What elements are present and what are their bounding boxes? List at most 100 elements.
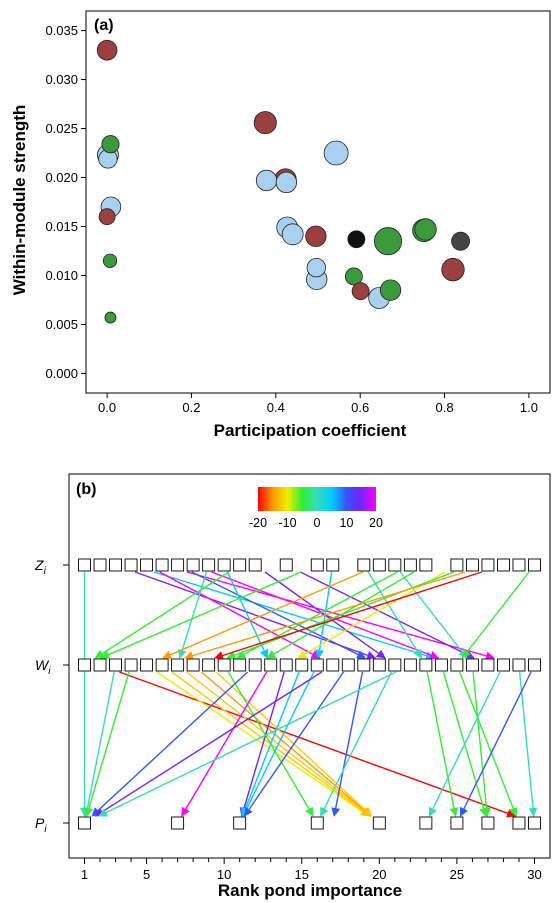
rank-square xyxy=(171,816,185,830)
rank-link xyxy=(177,571,208,659)
rank-square xyxy=(279,658,293,672)
rank-link xyxy=(184,571,466,660)
rank-square xyxy=(109,658,122,672)
x-tick-label: 0.8 xyxy=(436,400,454,415)
x-tick-label: 20 xyxy=(372,867,386,882)
data-point xyxy=(373,227,403,256)
data-point xyxy=(306,257,326,278)
y-tick-label: 0.035 xyxy=(45,23,78,38)
rank-square xyxy=(155,558,169,572)
rank-link xyxy=(472,671,491,817)
data-point xyxy=(102,253,118,268)
data-point xyxy=(441,257,465,282)
rank-squares xyxy=(78,558,541,830)
scatter-points xyxy=(96,39,470,324)
x-tick-label: 1 xyxy=(81,867,88,882)
rank-square xyxy=(388,658,402,672)
rank-link xyxy=(459,671,532,817)
colorbar-label: -20 xyxy=(249,516,267,530)
rank-link xyxy=(159,571,321,659)
y-tick-label: 0.005 xyxy=(45,317,78,332)
rank-square xyxy=(202,658,216,672)
rank-link xyxy=(98,671,397,817)
rank-link xyxy=(153,571,435,660)
data-point xyxy=(344,267,363,286)
colorbar-gradient xyxy=(258,487,376,511)
data-point xyxy=(351,282,370,301)
rank-square xyxy=(419,816,433,830)
data-point xyxy=(281,223,304,246)
rank-square xyxy=(78,658,91,672)
x-tick-label: 15 xyxy=(295,867,309,882)
rank-square xyxy=(403,658,417,672)
rank-square xyxy=(233,658,247,672)
rank-square xyxy=(186,558,200,572)
data-point xyxy=(275,171,298,194)
row-label: Pi xyxy=(35,815,47,835)
rank-square xyxy=(465,658,479,672)
rank-square xyxy=(450,658,464,672)
data-point xyxy=(379,279,402,301)
rank-link xyxy=(181,671,268,817)
panel-label-b: (b) xyxy=(76,481,96,498)
rank-square xyxy=(78,816,91,830)
rank-link xyxy=(162,571,364,659)
colorbar-label: 20 xyxy=(369,516,383,530)
x-tick-label: 5 xyxy=(143,867,150,882)
colorbar-label: -10 xyxy=(278,516,296,530)
data-point xyxy=(305,225,327,247)
data-point xyxy=(101,135,120,154)
rank-square xyxy=(155,658,169,672)
data-point xyxy=(255,169,278,192)
plot-frame-b xyxy=(68,473,551,859)
x-axis-ticks-b: 1 5 10 15 20 25 30 xyxy=(81,858,542,882)
rank-square xyxy=(497,658,510,672)
y-tick-label: 0.010 xyxy=(45,268,78,283)
rank-square xyxy=(372,658,386,672)
data-point xyxy=(451,231,470,251)
panel-label-a: (a) xyxy=(94,17,114,34)
x-tick-label: 0.6 xyxy=(351,400,369,415)
row-labels: Zi Wi Pi xyxy=(34,557,69,835)
rank-link xyxy=(191,571,367,659)
data-point xyxy=(98,208,116,226)
rank-square xyxy=(372,558,386,572)
x-axis-ticks-a: 0.0 0.2 0.4 0.6 0.8 1.0 xyxy=(98,393,538,415)
rank-square xyxy=(78,558,91,572)
rank-square xyxy=(171,558,185,572)
rank-square xyxy=(450,558,464,572)
rank-square xyxy=(481,816,495,830)
y-tick-label: 0.030 xyxy=(45,72,78,87)
rank-link xyxy=(428,671,501,817)
y-tick-label: 0.020 xyxy=(45,170,78,185)
rank-square xyxy=(528,558,541,572)
rank-link xyxy=(84,671,130,817)
rank-square xyxy=(124,558,138,572)
rank-square xyxy=(124,658,138,672)
rank-square xyxy=(326,658,340,672)
rank-square xyxy=(403,558,417,572)
rank-link xyxy=(91,671,249,817)
rank-square xyxy=(357,658,371,672)
plot-frame-a xyxy=(85,10,551,394)
rank-square xyxy=(217,658,231,672)
rank-link xyxy=(320,671,393,817)
colorbar-label: 10 xyxy=(340,516,354,530)
rank-link xyxy=(461,571,530,659)
rank-square xyxy=(341,658,355,672)
rank-square xyxy=(372,816,386,830)
rank-link xyxy=(426,671,459,817)
rank-link xyxy=(213,571,482,660)
rank-square xyxy=(140,558,154,572)
rank-link xyxy=(119,671,517,818)
colorbar-label: 0 xyxy=(314,516,321,530)
colorbar-tick-labels: -20 -10 0 10 20 xyxy=(249,516,383,530)
rank-link xyxy=(239,671,285,817)
rank-link xyxy=(242,671,315,817)
rank-square xyxy=(233,558,247,572)
rank-square xyxy=(357,558,371,572)
rank-square xyxy=(217,558,231,572)
rank-link xyxy=(94,571,230,659)
rank-links xyxy=(80,571,538,818)
